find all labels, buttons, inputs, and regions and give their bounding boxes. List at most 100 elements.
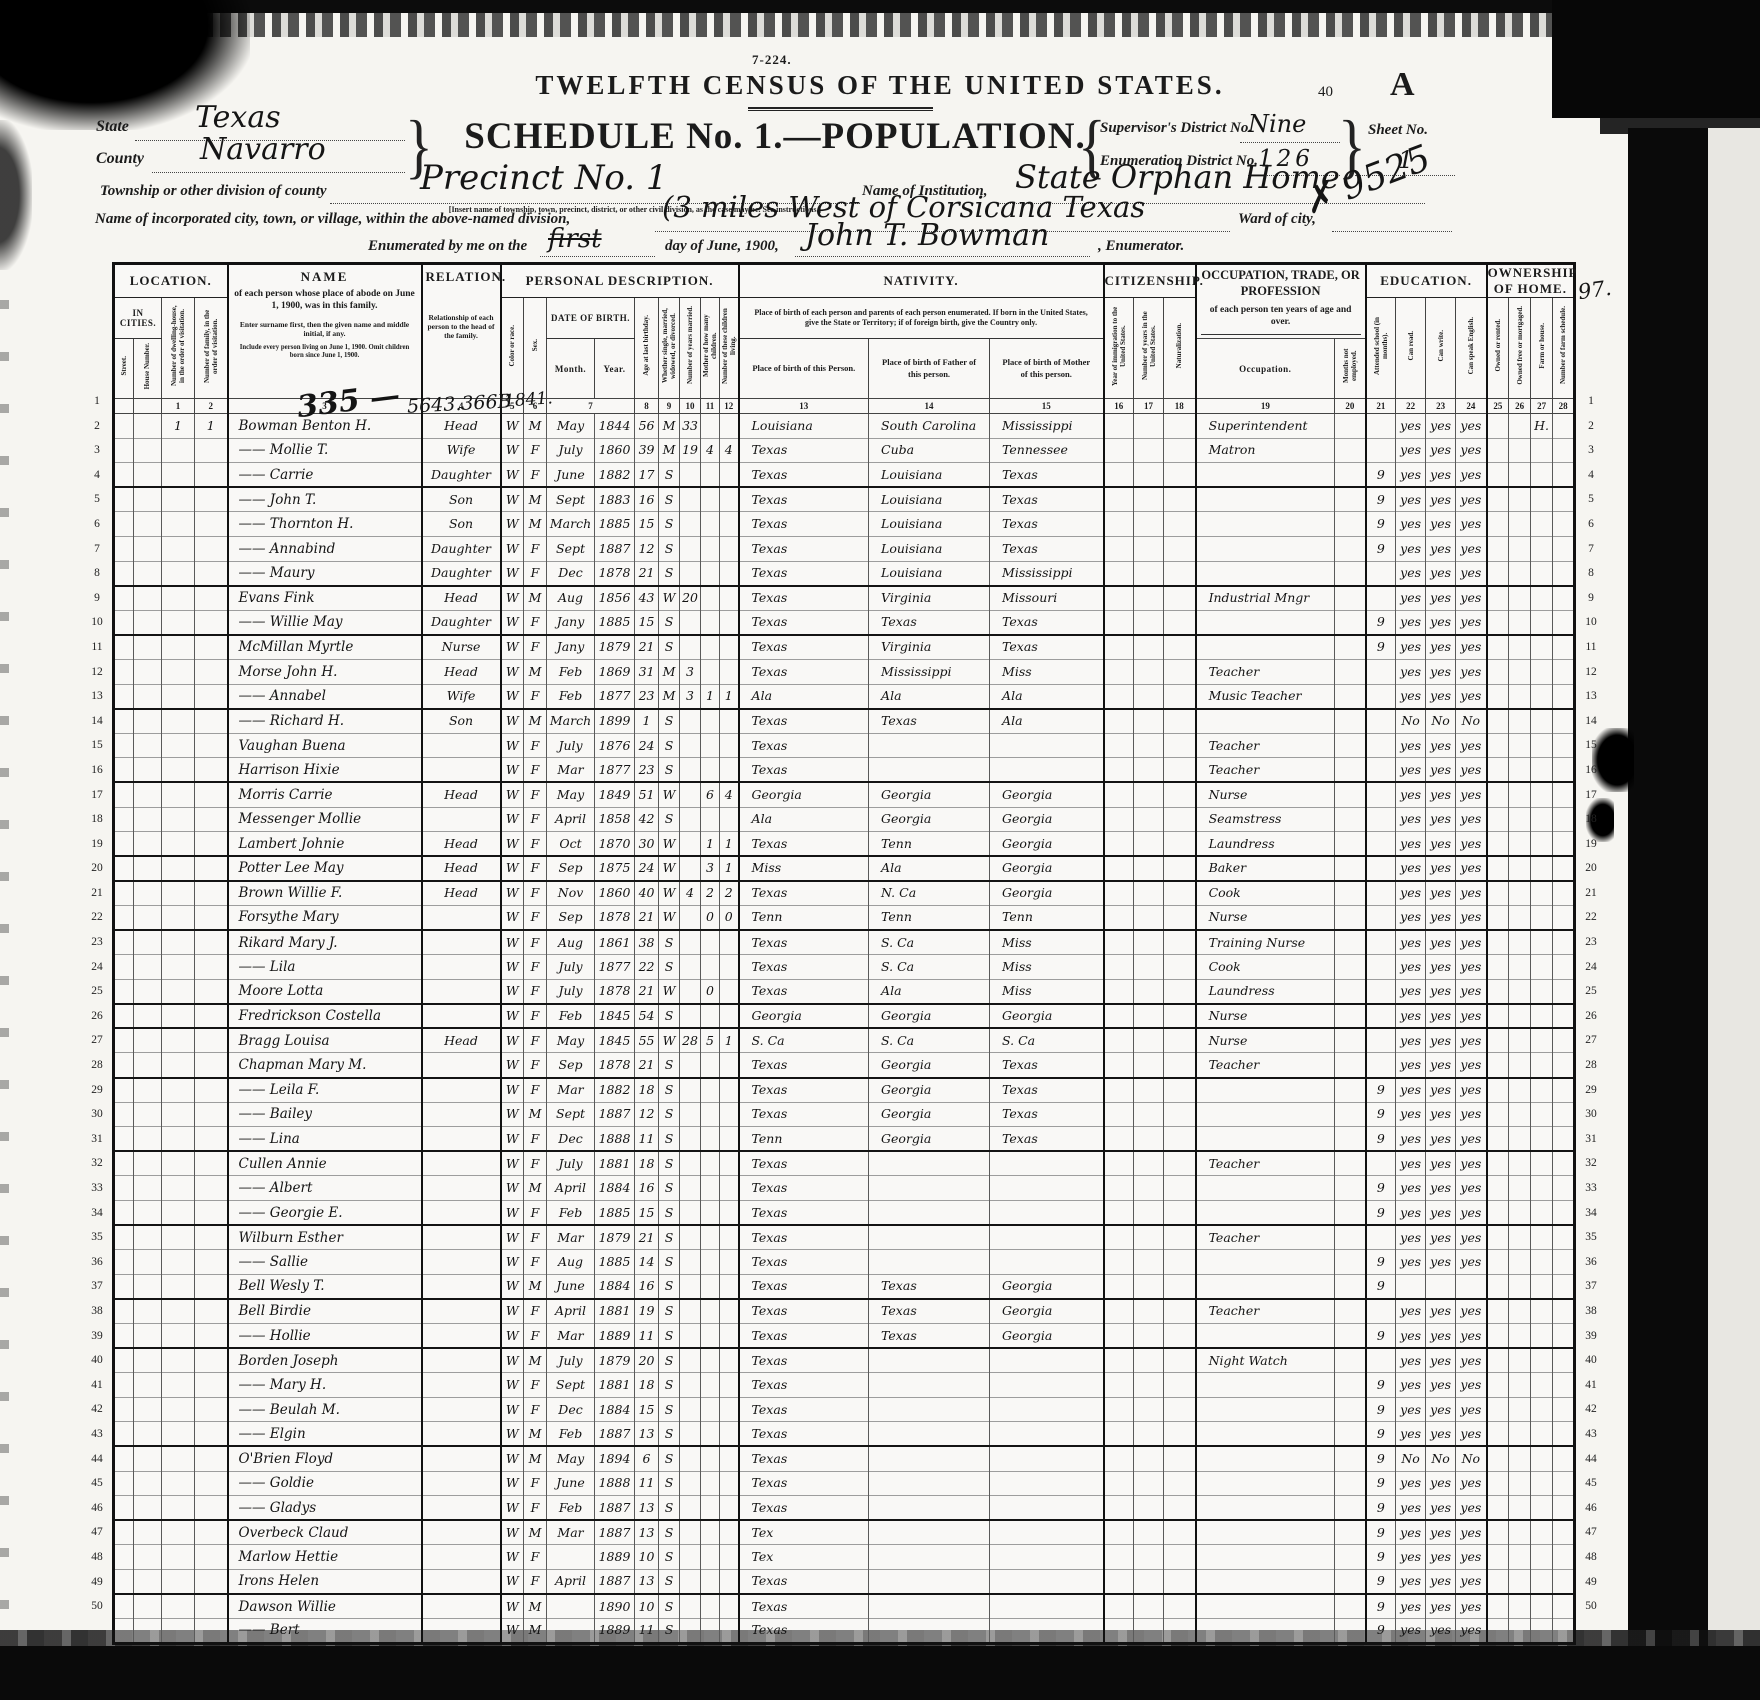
cell-years-in-us — [1133, 806, 1164, 832]
col-mother-of: Mother of how many children. — [700, 297, 720, 399]
handwritten-value: Mar — [557, 1082, 584, 1098]
cell-color: W — [499, 1519, 524, 1545]
handwritten-value: S — [664, 1549, 674, 1565]
cell-farm-house — [1530, 1052, 1553, 1078]
cell-sex: M — [523, 1273, 547, 1299]
cell-family — [193, 757, 228, 783]
cell-birthplace-mother — [989, 1175, 1104, 1201]
row-number: 45 — [91, 1477, 103, 1490]
handwritten-value: Ala — [1002, 713, 1023, 729]
cell-farm-schedule — [1552, 978, 1575, 1004]
family-label: Number of family, in the order of visita… — [202, 308, 219, 383]
cell-farm-schedule — [1552, 1101, 1575, 1127]
state-value: Texas — [195, 100, 281, 135]
scan-artifact-left-blot — [0, 120, 32, 270]
cell-occupation — [1194, 535, 1335, 562]
cell-naturalization — [1163, 781, 1196, 807]
handwritten-value: yes — [1400, 737, 1422, 753]
handwritten-value: F — [530, 614, 540, 630]
handwritten-value: 5 — [706, 1032, 714, 1048]
cell-birth-year: 1887 — [594, 1421, 635, 1447]
handwritten-value: W — [505, 786, 519, 802]
handwritten-value: April — [555, 1303, 587, 1319]
handwritten-value: F — [530, 1130, 540, 1146]
cell-birthplace: Texas — [737, 928, 869, 955]
nativity-desc: Place of birth of each person and parent… — [737, 297, 1104, 339]
cell-owned-rented — [1485, 1273, 1509, 1299]
handwritten-value: F — [530, 1253, 540, 1269]
row-number: 37 — [91, 1280, 103, 1293]
cell-can-speak-english: yes — [1455, 1495, 1487, 1521]
cell-farm-house — [1530, 633, 1553, 660]
cell-marital: S — [658, 1347, 680, 1373]
cell-immigration — [1102, 1224, 1134, 1250]
cell-sex: F — [523, 560, 547, 586]
cell-children-living — [719, 928, 739, 955]
handwritten-value: S — [664, 1008, 674, 1024]
cell-age: 1 — [634, 707, 659, 734]
cell-birth-month — [546, 1618, 595, 1644]
cell-house — [133, 757, 162, 783]
column-number: 14 — [868, 398, 990, 414]
cell-occupation: Cook — [1194, 879, 1335, 906]
cell-birthplace-mother — [989, 1544, 1104, 1570]
cell-birth-year: 1889 — [594, 1618, 635, 1644]
handwritten-value: Georgia — [1002, 1278, 1053, 1294]
cell-owned-free — [1508, 1126, 1531, 1152]
handwritten-value: 15 — [638, 1401, 655, 1417]
marital-label: Whether single, married, widowed, or div… — [660, 308, 678, 383]
cell-birth-year: 1888 — [594, 1126, 635, 1152]
handwritten-value: 1882 — [598, 1082, 631, 1098]
handwritten-value: Texas — [751, 835, 788, 851]
cell-farm-house — [1530, 1618, 1553, 1644]
cell-color: W — [499, 1175, 524, 1201]
cell-birthplace-mother: Texas — [989, 1052, 1104, 1078]
cell-years-married — [679, 1347, 701, 1373]
handwritten-value: 1869 — [598, 663, 631, 679]
handwritten-value: M — [662, 688, 676, 704]
cell-owned-free — [1508, 1002, 1531, 1029]
handwritten-value: 9 — [1376, 1082, 1385, 1098]
handwritten-value: 16 — [638, 1180, 655, 1196]
cell-can-read: yes — [1395, 1618, 1426, 1644]
cell-name: —— Albert — [226, 1175, 422, 1201]
cell-color: W — [499, 609, 524, 635]
cell-birth-month: Nov — [546, 879, 595, 906]
cell-years-married — [679, 781, 701, 807]
cell-owned-free — [1508, 413, 1531, 439]
cell-years-in-us — [1133, 1101, 1164, 1127]
cell-birthplace-father — [868, 1421, 990, 1447]
cell-attended-school — [1364, 707, 1396, 734]
cell-birthplace-father: Texas — [868, 1273, 990, 1299]
row-number: 32 — [91, 1157, 103, 1170]
scan-artifact-left-edge — [0, 300, 9, 1640]
row-number: 48 — [1585, 1550, 1597, 1563]
handwritten-value: yes — [1430, 1376, 1452, 1392]
cell-attended-school: 9 — [1364, 1396, 1396, 1422]
cell-relation — [420, 1175, 501, 1201]
handwritten-value: 1888 — [598, 1130, 631, 1146]
cell-can-read: yes — [1395, 1076, 1426, 1103]
cell-attended-school: 9 — [1364, 462, 1396, 488]
cell-farm-house — [1530, 707, 1553, 734]
cell-birth-month: Sep — [546, 904, 595, 930]
handwritten-value: May — [556, 786, 585, 802]
cell-name: Bragg Louisa — [226, 1027, 422, 1053]
cell-street — [113, 1396, 134, 1422]
row-number: 34 — [91, 1206, 103, 1219]
table-row: —— Annabind Daughter W F Sept 1887 12 S Texas Lou… — [113, 535, 1575, 562]
cell-owned-rented — [1485, 1568, 1509, 1594]
handwritten-value: Ala — [751, 688, 773, 704]
handwritten-value: 2 — [706, 885, 714, 901]
cell-farm-house — [1530, 904, 1553, 930]
cell-color: W — [499, 1052, 524, 1078]
cell-relation: Nurse — [420, 633, 501, 660]
cell-owned-rented — [1485, 1544, 1509, 1570]
cell-relation — [420, 732, 501, 758]
cell-can-write: yes — [1425, 1126, 1456, 1152]
row-number: 29 — [91, 1083, 103, 1096]
cell-years-in-us — [1133, 462, 1164, 488]
scan-artifact-top-speckle — [0, 13, 1760, 37]
cell-family — [193, 437, 228, 463]
cell-color: W — [499, 1495, 524, 1521]
